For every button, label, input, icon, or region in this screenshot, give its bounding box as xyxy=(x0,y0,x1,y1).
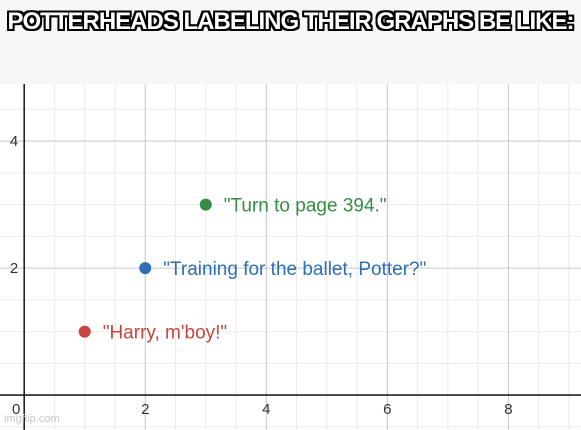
x-tick-label: 2 xyxy=(141,401,149,418)
imgflip-watermark: imgflip.com xyxy=(4,413,60,425)
x-tick-label: 4 xyxy=(262,401,270,418)
point-label: "Harry, m'boy!" xyxy=(103,323,227,344)
meme-caption: POTTERHEADS LABELING THEIR GRAPHS BE LIK… xyxy=(7,8,574,35)
minor-grid xyxy=(0,84,581,430)
y-tick-label: 4 xyxy=(10,133,18,150)
x-tick-label: 0 xyxy=(12,401,20,418)
data-point xyxy=(139,262,152,275)
x-tick-label: 6 xyxy=(383,401,391,418)
caption-band xyxy=(0,0,581,84)
tick-labels: 0 2 4 6 8 2 4 xyxy=(10,133,513,418)
y-tick-label: 2 xyxy=(10,260,18,277)
point-label: "Turn to page 394." xyxy=(224,196,387,217)
data-point xyxy=(78,325,91,338)
data-point xyxy=(199,198,212,211)
major-grid xyxy=(0,84,581,430)
point-label: "Training for the ballet, Potter?" xyxy=(163,259,426,280)
axes xyxy=(0,84,581,430)
x-tick-label: 8 xyxy=(504,401,512,418)
data-points: "Turn to page 394." "Training for the bal… xyxy=(78,196,426,344)
